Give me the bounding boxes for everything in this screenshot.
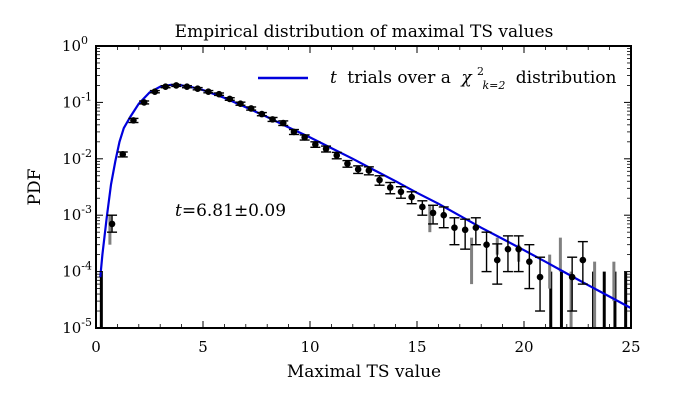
annotation-value: =6.81±0.09: [182, 201, 286, 221]
data-point: [386, 184, 394, 191]
data-point: [526, 258, 533, 265]
data-point: [493, 256, 501, 264]
data-point: [333, 152, 341, 159]
data-point: [504, 245, 512, 253]
y-tick-label: 10-5: [62, 316, 92, 337]
data-point: [258, 110, 266, 118]
legend-chi-subscript: k=2: [482, 79, 505, 92]
data-point: [172, 82, 180, 89]
x-axis-label: Maximal TS value: [287, 362, 441, 382]
chart-title: Empirical distribution of maximal TS val…: [175, 22, 554, 42]
data-point: [365, 167, 373, 174]
axes-ticks: 0 5 10 15 20 25 100 10-1 10-2 10-3 10-4 10-5: [62, 34, 641, 356]
data-point: [579, 256, 587, 264]
data-point: [344, 160, 351, 167]
data-point: [376, 176, 383, 184]
x-tick-label: 25: [621, 338, 640, 356]
x-tick-label: 10: [300, 338, 319, 356]
data-point: [440, 211, 448, 219]
data-point: [269, 116, 276, 123]
data-point: [237, 100, 244, 107]
data-point: [130, 117, 137, 124]
data-point: [312, 141, 319, 148]
annotation-symbol: t: [175, 201, 182, 221]
data-point: [301, 134, 308, 141]
y-tick-label: 100: [62, 34, 88, 55]
data-point: [108, 220, 116, 228]
y-tick-label: 10-3: [62, 203, 92, 224]
data-point: [397, 188, 405, 196]
data-point: [515, 245, 522, 253]
data-point: [472, 224, 480, 232]
data-point: [451, 224, 458, 232]
data-point: [205, 88, 212, 95]
x-tick-label: 0: [91, 338, 101, 356]
y-axis-label: PDF: [25, 168, 45, 205]
data-point: [151, 88, 159, 95]
legend: t trials over a χ 2 k=2 distribution: [258, 60, 617, 94]
legend-label: t trials over a χ 2 k=2 distribution: [330, 60, 617, 94]
data-point: [194, 85, 201, 92]
legend-symbol: t: [330, 68, 337, 88]
legend-chi: χ: [460, 68, 473, 88]
data-point: [183, 83, 191, 90]
fit-annotation: t=6.81±0.09: [175, 201, 286, 221]
data-point: [408, 193, 415, 201]
data-point: [162, 83, 169, 90]
x-tick-label: 20: [514, 338, 533, 356]
data-point: [322, 145, 330, 153]
x-tick-label: 15: [407, 338, 426, 356]
y-tick-label: 10-4: [62, 260, 92, 281]
data-point: [461, 226, 469, 234]
legend-chi-superscript: 2: [477, 65, 484, 78]
plot-frame: [95, 45, 632, 329]
data-point: [290, 128, 298, 136]
data-point: [215, 90, 223, 98]
data-point: [226, 95, 234, 103]
data-point: [536, 273, 544, 281]
y-tick-label: 10-2: [62, 147, 92, 168]
data-point: [119, 151, 127, 158]
legend-text: trials over a: [347, 68, 451, 88]
data-point: [354, 166, 362, 173]
data-point: [483, 241, 490, 248]
plot-area: [99, 82, 632, 328]
data-point: [568, 273, 576, 281]
x-tick-label: 5: [198, 338, 208, 356]
data-point: [247, 105, 255, 112]
data-point: [429, 209, 437, 217]
legend-suffix: distribution: [516, 68, 617, 88]
data-point: [419, 203, 426, 211]
model-curve: [99, 83, 632, 310]
data-point: [279, 119, 287, 127]
y-tick-label: 10-1: [62, 90, 92, 111]
data-point: [140, 99, 148, 106]
